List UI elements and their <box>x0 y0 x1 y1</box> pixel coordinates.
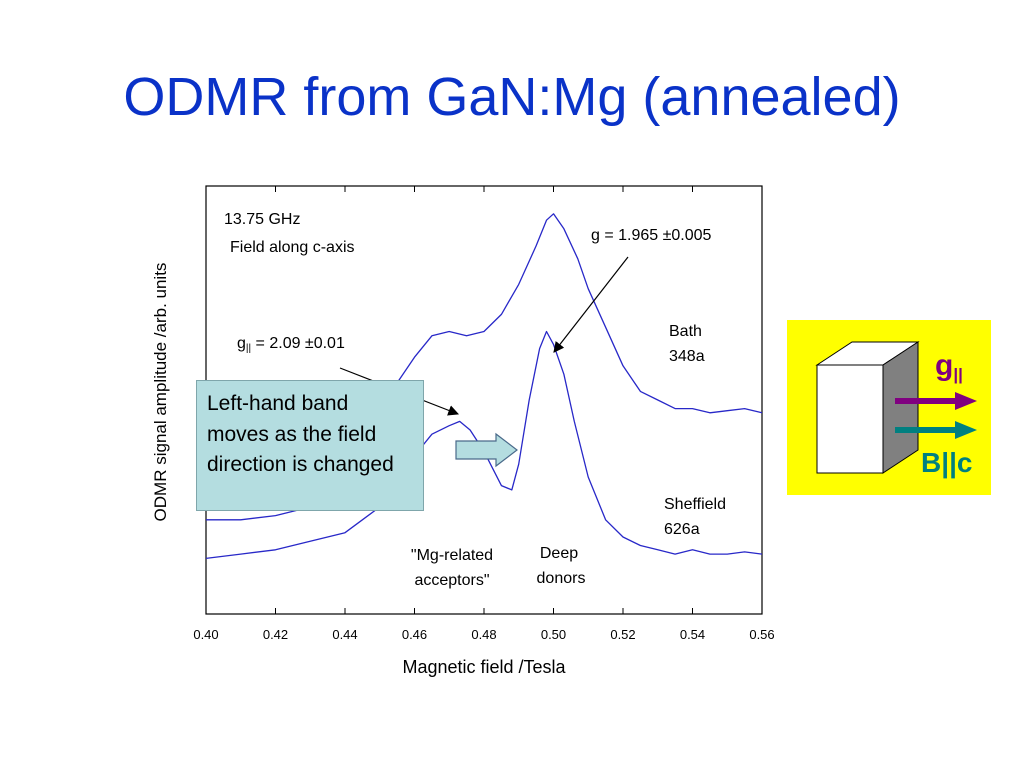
g-value-left-label: g|| = 2.09 ±0.01 <box>237 335 345 354</box>
g-parallel-arrow-icon <box>895 392 977 410</box>
g-left-subscript: || <box>246 343 251 354</box>
callout-box: Left-hand band moves as the field direct… <box>196 380 424 511</box>
b-letter: B <box>921 447 941 478</box>
mg-acceptors-label-1: "Mg-related <box>411 547 493 564</box>
x-tick-label: 0.52 <box>610 627 635 642</box>
x-tick-label: 0.44 <box>332 627 357 642</box>
crystal-side-face <box>882 341 919 474</box>
series-label-bath-2: 348a <box>669 348 705 365</box>
x-tick-label: 0.46 <box>402 627 427 642</box>
g-parallel-label: g|| <box>935 349 963 384</box>
g-right-arrow <box>553 256 629 353</box>
orientation-inset: g|| B||c <box>787 320 991 495</box>
slide-title: ODMR from GaN:Mg (annealed) <box>123 67 901 127</box>
g-parallel-subscript: || <box>953 365 963 384</box>
x-tick-labels: 0.40 0.42 0.44 0.46 0.48 0.50 0.52 0.54 0.56 <box>193 627 774 642</box>
x-tick-label: 0.50 <box>541 627 566 642</box>
b-parallel-c-label: B||c <box>921 447 972 478</box>
deep-donors-label-2: donors <box>537 570 586 587</box>
crystal-front-face <box>816 364 884 474</box>
block-arrow-right-icon <box>455 432 518 468</box>
x-axis-label: Magnetic field /Tesla <box>402 657 566 677</box>
y-axis-label: ODMR signal amplitude /arb. units <box>151 263 170 522</box>
x-tick-label: 0.54 <box>680 627 705 642</box>
x-tick-label: 0.40 <box>193 627 218 642</box>
x-tick-label: 0.56 <box>749 627 774 642</box>
field-orientation-label: Field along c-axis <box>230 239 355 256</box>
b-parallel-c-arrow-icon <box>895 421 977 439</box>
c-letter: c <box>957 447 973 478</box>
mg-acceptors-label-2: acceptors" <box>414 572 489 589</box>
series-label-sheffield-2: 626a <box>664 521 700 538</box>
deep-donors-label-1: Deep <box>540 545 578 562</box>
series-label-bath-1: Bath <box>669 323 702 340</box>
x-tick-label: 0.48 <box>471 627 496 642</box>
g-left-value: = 2.09 ±0.01 <box>251 335 345 352</box>
frequency-label: 13.75 GHz <box>224 211 300 228</box>
g-parallel-letter: g <box>935 349 953 382</box>
x-tick-label: 0.42 <box>263 627 288 642</box>
g-left-prefix: g <box>237 335 246 352</box>
x-ticks <box>205 186 763 614</box>
parallel-symbol: || <box>941 447 957 478</box>
series-label-sheffield-1: Sheffield <box>664 496 726 513</box>
g-value-right-label: g = 1.965 ±0.005 <box>591 227 712 244</box>
orientation-diagram: g|| B||c <box>815 341 977 478</box>
series-line-sheffield <box>205 330 763 560</box>
